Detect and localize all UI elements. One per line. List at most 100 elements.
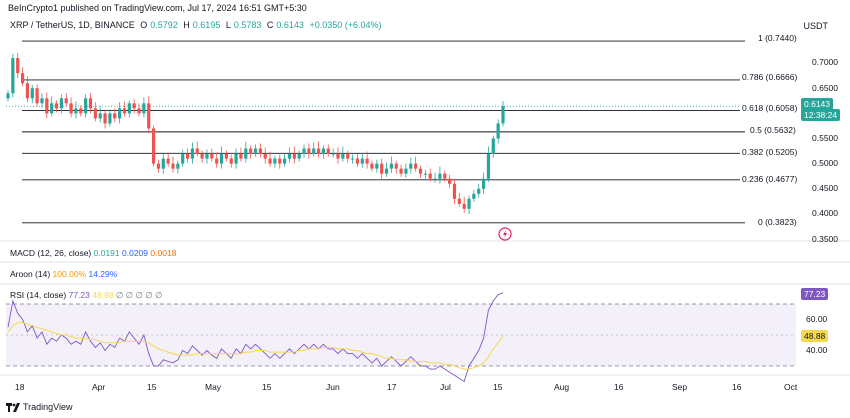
last-price-tag: 0.6143 — [801, 98, 833, 110]
candle-body — [346, 153, 350, 159]
fib-label: 0.786 (0.6666) — [740, 72, 800, 82]
y-tick: 0.3500 — [812, 234, 838, 244]
candle-body — [486, 153, 491, 179]
candle-body — [132, 103, 136, 109]
candle-body — [69, 103, 73, 114]
candle-body — [210, 153, 214, 159]
x-tick: 15 — [147, 382, 157, 392]
candle-body — [360, 158, 364, 164]
x-tick: 17 — [387, 382, 397, 392]
candle-body — [234, 153, 238, 164]
candle-body — [443, 173, 447, 179]
open-value: 0.5792 — [150, 20, 178, 30]
candle-body — [74, 108, 78, 114]
fib-label: 0 (0.3823) — [756, 217, 799, 227]
change-value: +0.0350 (+6.04%) — [309, 20, 382, 30]
candle-body — [50, 103, 54, 114]
macd-legend[interactable]: MACD (12, 26, close) 0.0191 0.0209 0.001… — [10, 248, 176, 258]
y-tick: 0.5500 — [812, 133, 838, 143]
candle-body — [370, 163, 374, 169]
x-tick: 15 — [262, 382, 272, 392]
candle-body — [438, 173, 442, 179]
candle-body — [30, 88, 34, 99]
rsi-extra: ∅ ∅ ∅ ∅ ∅ — [115, 290, 163, 300]
candle-body — [84, 98, 88, 114]
candle-body — [127, 103, 131, 114]
candle-body — [409, 163, 413, 169]
candle-body — [20, 73, 25, 84]
candle-body — [93, 108, 97, 119]
candle-body — [326, 148, 330, 154]
candle-body — [341, 153, 345, 159]
candle-body — [156, 163, 161, 169]
countdown-tag: 12:38:24 — [801, 109, 841, 121]
candle-body — [350, 158, 355, 160]
x-tick: Sep — [672, 382, 688, 392]
rsi-tag: 77.23 — [801, 288, 829, 300]
candle-body — [283, 158, 287, 164]
close-label: C — [266, 20, 274, 30]
low-value: 0.5783 — [233, 20, 262, 30]
candle-body — [501, 106, 505, 124]
candle-body — [59, 98, 63, 109]
candle-body — [448, 178, 452, 184]
macd-value-3: 0.0018 — [150, 248, 177, 258]
footer-brand[interactable]: TradingView — [6, 402, 73, 412]
candle-body — [399, 168, 403, 174]
high-label: H — [183, 20, 190, 30]
lightning-icon[interactable] — [498, 227, 512, 241]
candle-body — [365, 158, 369, 164]
open-label: O — [140, 20, 148, 30]
fib-label: 0.5 (0.5632) — [748, 125, 798, 135]
candle-body — [16, 58, 20, 74]
x-tick: Jul — [440, 382, 451, 392]
symbol-name[interactable]: XRP / TetherUS, 1D, BINANCE — [10, 20, 135, 30]
candle-body — [307, 148, 311, 154]
candle-body — [312, 148, 316, 154]
candle-body — [200, 153, 204, 159]
y-tick: 0.6500 — [812, 83, 838, 93]
candle-body — [278, 158, 282, 164]
aroon-value-1: 100.00% — [52, 269, 87, 279]
aroon-legend[interactable]: Aroon (14) 100.00% 14.29% — [10, 269, 117, 279]
rsi-value-1: 77.23 — [68, 290, 90, 300]
candle-body — [181, 153, 185, 164]
low-label: L — [225, 20, 231, 30]
rsi-legend[interactable]: RSI (14, close) 77.23 48.88 ∅ ∅ ∅ ∅ ∅ — [10, 290, 162, 301]
candle-body — [380, 163, 384, 174]
rsi-value-2: 48.88 — [92, 290, 114, 300]
candle-body — [389, 163, 393, 169]
fib-label: 0.618 (0.6058) — [740, 103, 800, 113]
candle-body — [321, 148, 326, 154]
candle-body — [384, 168, 389, 174]
candle-body — [113, 113, 117, 119]
y-tick: 0.7000 — [812, 57, 838, 67]
candle-body — [273, 158, 277, 164]
candle-body — [428, 173, 432, 179]
candle-body — [215, 158, 219, 164]
candle-body — [316, 148, 321, 154]
candle-body — [477, 188, 481, 194]
rsi-lines — [7, 292, 504, 383]
candle-body — [404, 168, 408, 174]
footer-brand-text: TradingView — [23, 402, 73, 412]
x-tick: 18 — [15, 382, 25, 392]
candle-body — [239, 153, 243, 159]
candle-body — [54, 103, 59, 109]
candle-body — [394, 163, 398, 169]
candle-body — [122, 108, 127, 114]
x-tick: 16 — [732, 382, 742, 392]
candle-body — [147, 103, 151, 129]
tradingview-logo-icon — [6, 402, 20, 412]
candle-body — [249, 148, 253, 154]
candle-body — [258, 148, 262, 154]
candle-body — [151, 128, 156, 164]
rsi-label: RSI (14, close) — [10, 290, 67, 300]
candle-body — [414, 163, 418, 169]
candle-body — [40, 98, 44, 104]
candle-body — [79, 108, 83, 114]
aroon-label: Aroon (14) — [10, 269, 51, 279]
candle-body — [142, 103, 146, 114]
candle-body — [103, 113, 107, 124]
